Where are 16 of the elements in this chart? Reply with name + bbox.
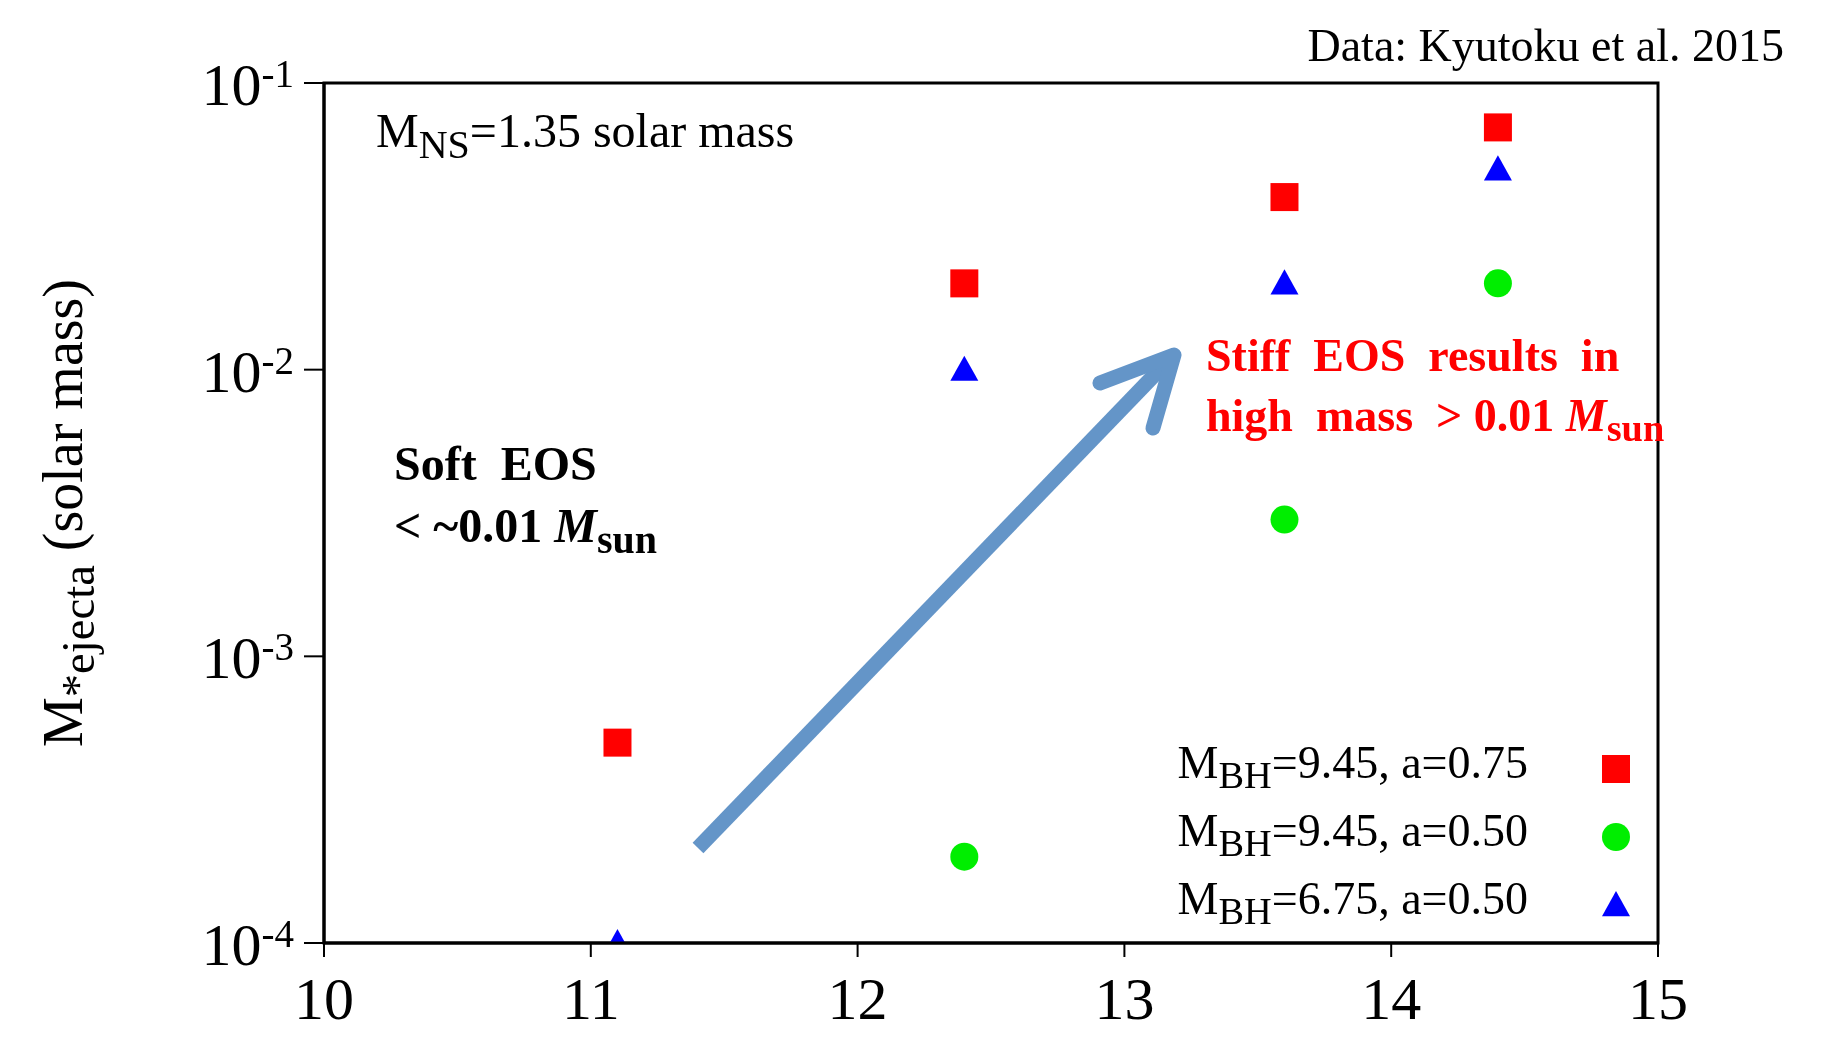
x-tick-label: 11 [561,966,620,1032]
x-tick-label: 12 [827,966,888,1032]
legend-label: M$_{BH}$=9.45, a=0.50 [1177,804,1528,867]
y-tick-label: 10$^{-2}$ [201,338,294,405]
y-tick-label: 10$^{-1}$ [201,52,294,118]
x-tick-label: 13 [1094,966,1155,1032]
x-tick-label: 14 [1361,966,1422,1032]
legend-label: M$_{BH}$=9.45, a=0.75 [1177,736,1528,799]
x-tick-label: 10 [294,966,354,1032]
annotation: Soft EOS < ~0.01 M$_{sun}$ [394,436,658,564]
text: Data: Kyutoku et al. 2015 [1307,19,1784,73]
x-tick-label: 15 [1628,966,1688,1032]
y-tick-label: 10$^{-4}$ [201,912,294,978]
annotation: M$_{NS}$=1.35 solar mass [376,103,795,169]
y-tick-label: 10$^{-3}$ [201,625,294,692]
legend-label: M$_{BH}$=6.75, a=0.50 [1177,872,1528,935]
